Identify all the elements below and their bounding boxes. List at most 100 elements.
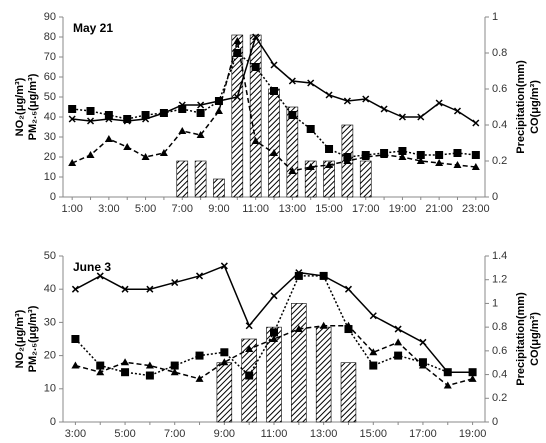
marker xyxy=(369,312,377,320)
marker xyxy=(416,157,425,164)
marker xyxy=(453,149,462,157)
bar xyxy=(323,160,335,198)
bar xyxy=(291,303,307,423)
marker xyxy=(325,91,333,99)
marker xyxy=(145,361,154,369)
y2-tick-label: 1.4 xyxy=(492,250,507,262)
marker xyxy=(71,285,79,293)
marker xyxy=(319,271,328,280)
y-axis-label: NO₂(μg/m³) xyxy=(14,77,26,136)
x-tick-label: 7:00 xyxy=(172,203,193,215)
y2-tick-label: 0.8 xyxy=(492,321,507,333)
y-tick-label: 20 xyxy=(44,350,56,362)
x-tick-label: 11:00 xyxy=(242,203,269,215)
marker xyxy=(178,127,187,134)
marker xyxy=(96,272,104,280)
marker xyxy=(270,335,278,342)
bar xyxy=(266,326,282,423)
marker xyxy=(146,285,154,293)
bar xyxy=(359,160,372,198)
x-tick-label: 15:00 xyxy=(315,203,343,215)
x-tick-label: 1:00 xyxy=(61,203,82,215)
y-tick-label: 60 xyxy=(44,71,56,83)
marker xyxy=(343,97,351,105)
bar xyxy=(340,362,357,423)
x-tick-label: 5:00 xyxy=(135,203,156,215)
marker xyxy=(233,37,242,44)
marker xyxy=(141,111,150,119)
marker xyxy=(417,113,425,121)
marker xyxy=(220,358,229,366)
x-tick-label: 11:00 xyxy=(261,428,288,440)
x-tick-label: 3:00 xyxy=(65,428,86,440)
y-tick-label: 90 xyxy=(44,11,56,23)
y2-tick-label: 0 xyxy=(492,191,498,203)
marker xyxy=(343,157,352,164)
marker xyxy=(294,271,303,280)
marker xyxy=(214,97,223,105)
marker xyxy=(288,77,296,85)
marker xyxy=(245,344,254,352)
y-tick-label: 40 xyxy=(44,111,56,123)
marker xyxy=(418,361,427,369)
bar xyxy=(213,178,225,198)
y2-tick-label: 1 xyxy=(492,11,498,23)
line xyxy=(75,324,473,387)
marker xyxy=(104,135,113,142)
y-tick-label: 80 xyxy=(44,31,56,43)
y2-axis-label: CO(μg/m³) xyxy=(529,312,541,366)
marker xyxy=(195,374,204,382)
y-tick-label: 30 xyxy=(44,316,56,328)
marker xyxy=(68,115,76,123)
bar xyxy=(241,338,257,423)
marker xyxy=(178,105,187,113)
x-tick-label: 13:00 xyxy=(310,428,338,440)
marker xyxy=(251,63,260,71)
marker xyxy=(270,87,278,95)
marker xyxy=(245,371,254,380)
marker xyxy=(170,361,179,370)
y-tick-label: 30 xyxy=(44,131,56,143)
y2-tick-label: 0.4 xyxy=(492,119,507,131)
marker xyxy=(362,95,370,103)
marker xyxy=(270,328,278,337)
marker xyxy=(159,109,168,117)
marker xyxy=(270,292,278,300)
bar xyxy=(286,106,299,198)
marker xyxy=(361,153,370,160)
marker xyxy=(398,113,406,121)
marker xyxy=(68,159,77,166)
bar xyxy=(176,160,189,198)
marker xyxy=(394,351,403,360)
marker xyxy=(251,137,260,144)
x-tick-label: 5:00 xyxy=(114,428,135,440)
y-axis-label: PM₂.₅(μg/m³) xyxy=(27,73,39,140)
marker xyxy=(220,262,228,270)
y-axis-label: PM₂.₅(μg/m³) xyxy=(27,305,39,372)
y-tick-label: 70 xyxy=(44,51,56,63)
y2-tick-label: 1 xyxy=(492,297,498,309)
marker xyxy=(196,109,205,117)
y-tick-label: 10 xyxy=(44,383,56,395)
marker xyxy=(344,285,353,293)
y-tick-label: 0 xyxy=(50,416,56,428)
y2-axis-label: Precipitation(mm) xyxy=(515,292,527,386)
marker xyxy=(369,361,378,370)
marker xyxy=(197,101,205,109)
marker xyxy=(468,374,477,382)
marker xyxy=(86,151,95,158)
bar xyxy=(304,160,317,198)
marker xyxy=(123,115,132,123)
marker xyxy=(306,125,315,133)
marker xyxy=(471,163,480,170)
x-tick-label: 17:00 xyxy=(352,203,380,215)
x-tick-label: 15:00 xyxy=(360,428,388,440)
marker xyxy=(453,107,462,115)
marker xyxy=(419,338,427,346)
bar xyxy=(216,362,233,423)
marker xyxy=(252,33,260,41)
marker xyxy=(214,107,223,114)
bar xyxy=(315,326,332,423)
y-tick-label: 10 xyxy=(44,171,56,183)
